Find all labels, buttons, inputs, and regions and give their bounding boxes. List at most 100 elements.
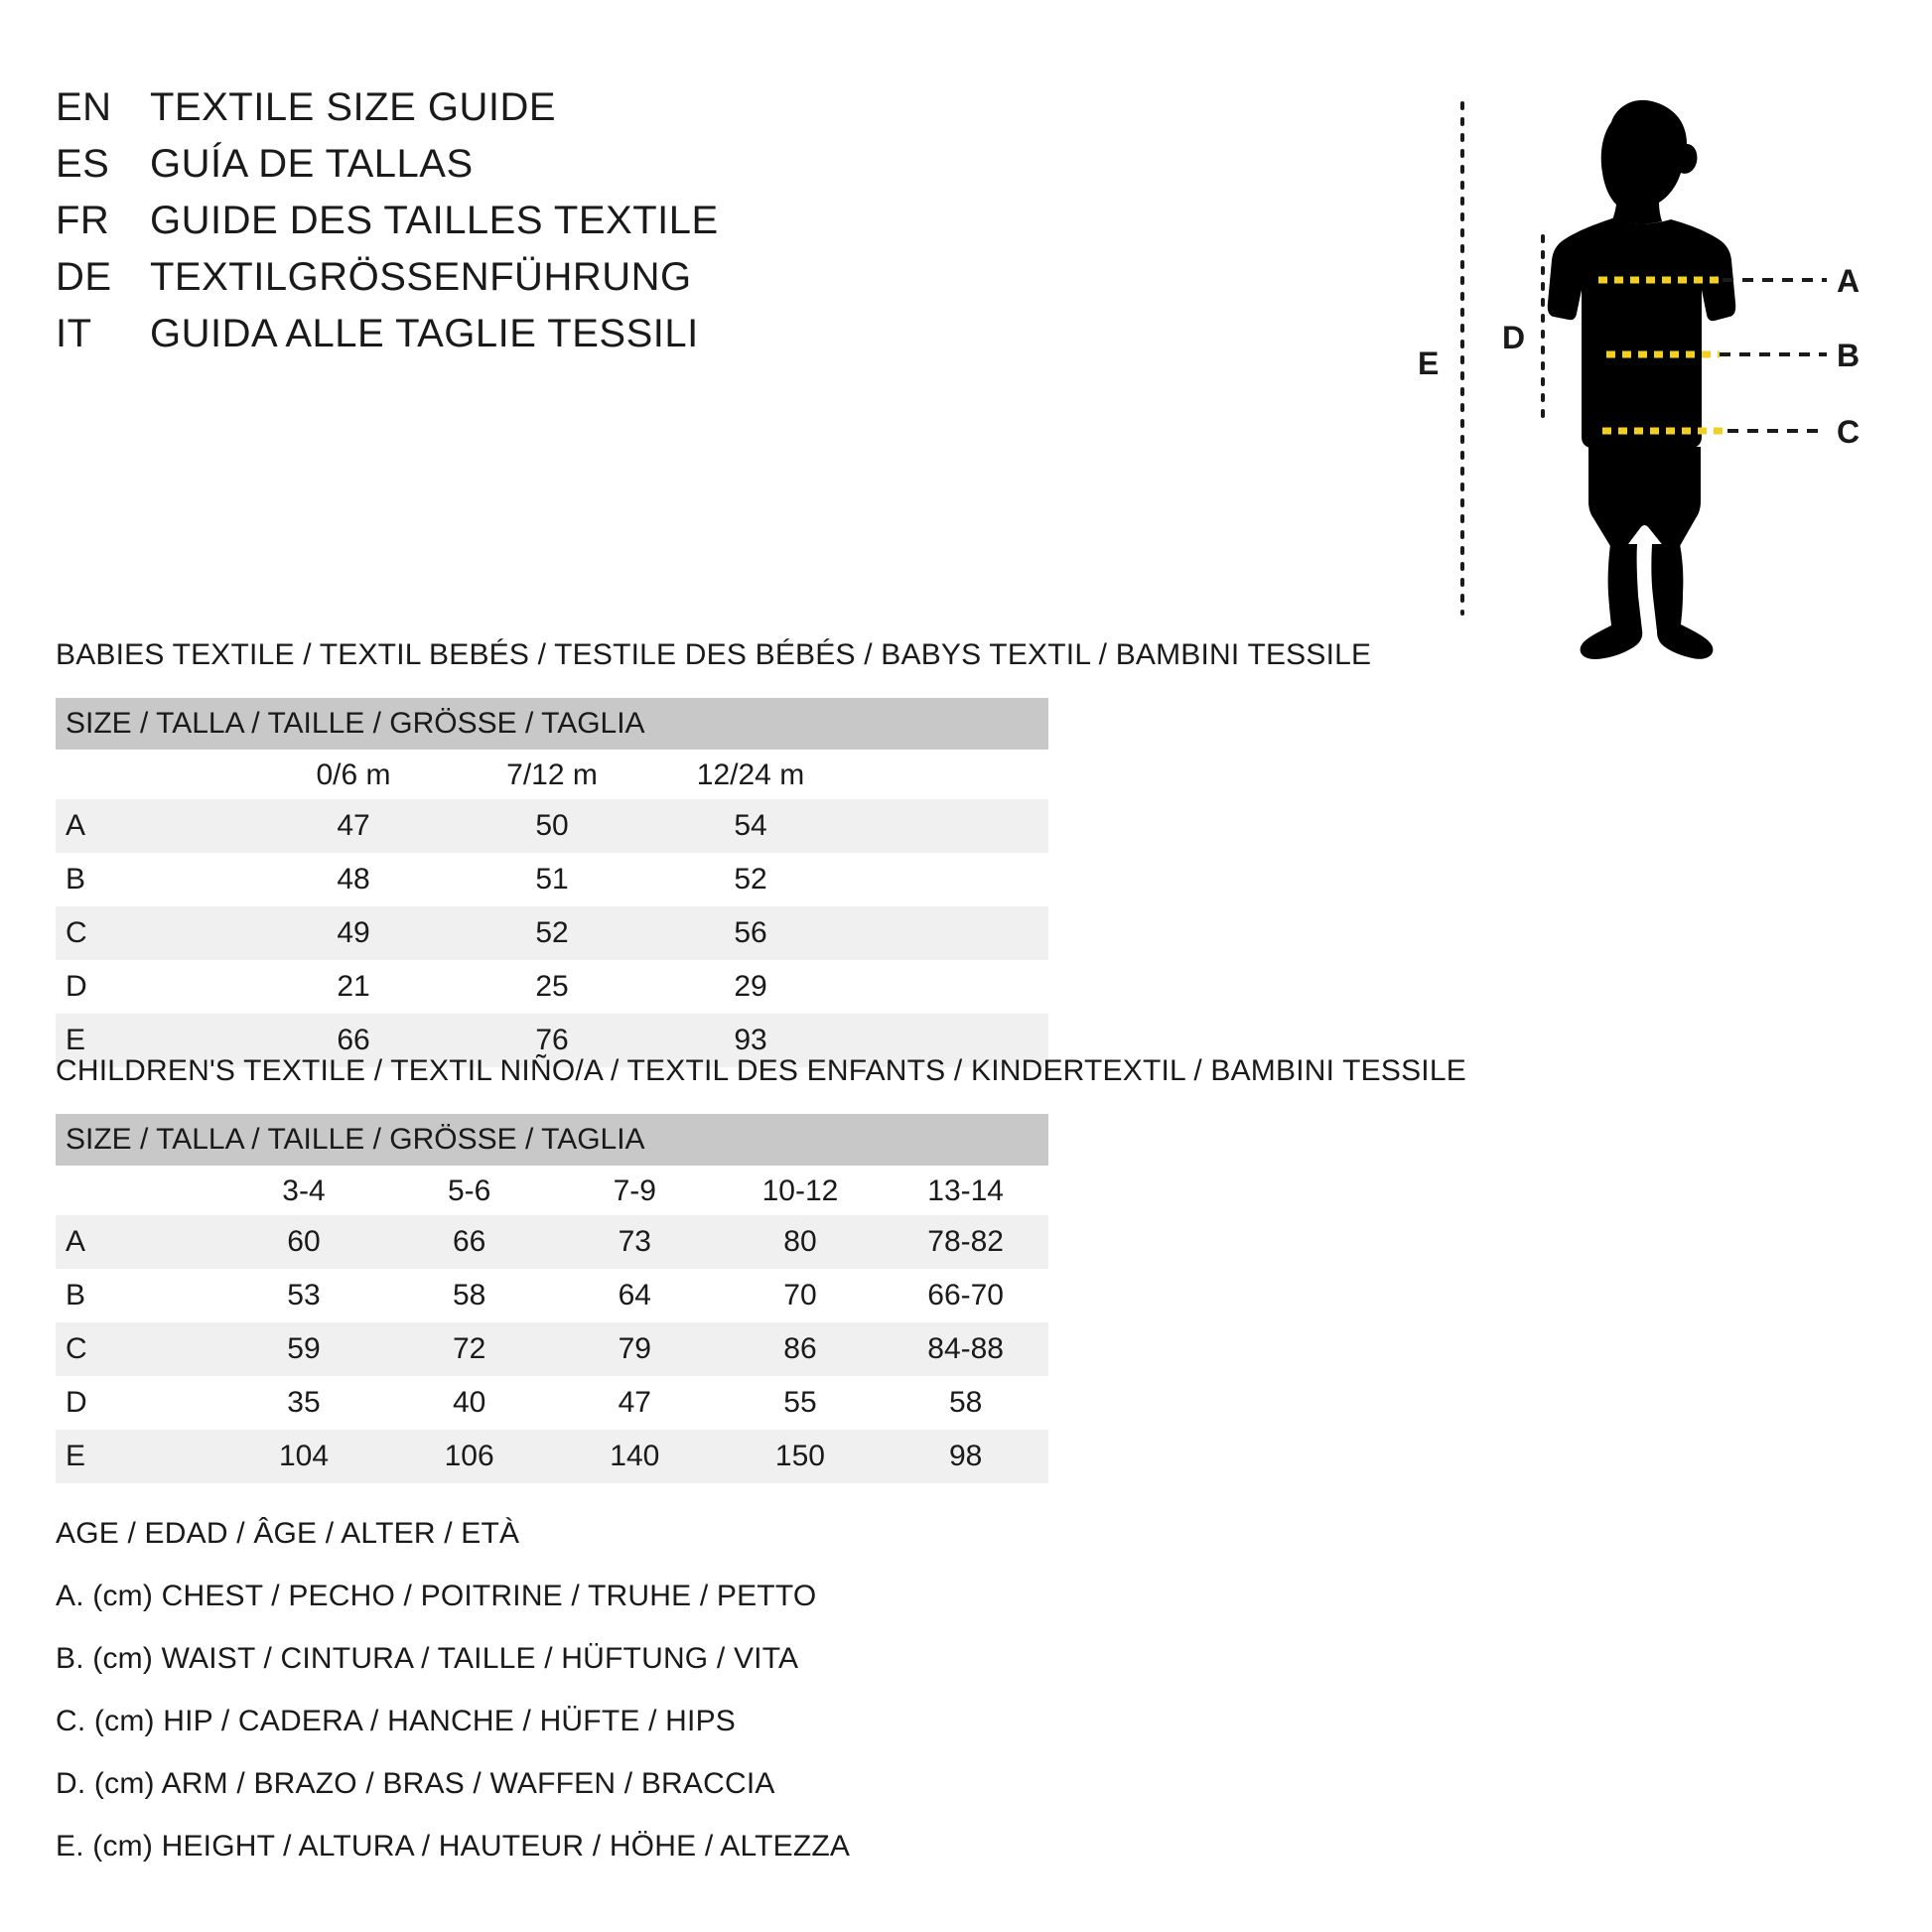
babies-cell-e-1: 76 bbox=[453, 1014, 651, 1067]
babies-row-label-b: B bbox=[66, 863, 86, 896]
measurement-figure: A B C D E bbox=[1390, 60, 1906, 675]
legend-line-b-waist: B. (cm) WAIST / CINTURA / TAILLE / HÜFTU… bbox=[56, 1642, 799, 1675]
children-cell-b-4: 66-70 bbox=[927, 1279, 1004, 1311]
children-size-band-label: SIZE / TALLA / TAILLE / GRÖSSE / TAGLIA bbox=[56, 1114, 1048, 1166]
table-row: E 66 76 93 bbox=[56, 1014, 1048, 1067]
children-cell-c-4: 84-88 bbox=[883, 1322, 1048, 1376]
babies-cell-b-2: 52 bbox=[734, 863, 767, 896]
babies-section-title: BABIES TEXTILE / TEXTIL BEBÉS / TESTILE … bbox=[56, 638, 1372, 671]
children-corner-cell bbox=[56, 1166, 221, 1215]
children-cell-e-1: 106 bbox=[386, 1430, 552, 1483]
child-silhouette-icon bbox=[1547, 99, 1736, 659]
language-row-fr: FR GUIDE DES TAILLES TEXTILE bbox=[56, 199, 1346, 255]
legend-line-age: AGE / EDAD / ÂGE / ALTER / ETÀ bbox=[56, 1517, 520, 1550]
children-cell-d-2: 47 bbox=[618, 1386, 651, 1419]
babies-filler-cell bbox=[850, 750, 1048, 799]
legend-line-a-chest: A. (cm) CHEST / PECHO / POITRINE / TRUHE… bbox=[56, 1580, 817, 1612]
language-row-es: ES GUÍA DE TALLAS bbox=[56, 142, 1346, 199]
figure-label-a: A bbox=[1837, 263, 1861, 299]
babies-row-label-a: A bbox=[56, 799, 254, 853]
babies-row-label-c: C bbox=[56, 906, 254, 960]
children-row-label-c: C bbox=[56, 1322, 221, 1376]
language-title-de: TEXTILGRÖSSENFÜHRUNG bbox=[150, 255, 692, 299]
babies-cell-b-0: 48 bbox=[337, 863, 370, 896]
table-row: D 35 40 47 55 58 bbox=[56, 1376, 1048, 1430]
children-col-header-3: 10-12 bbox=[717, 1166, 884, 1215]
babies-cell-c-0: 49 bbox=[254, 906, 453, 960]
babies-corner-cell bbox=[56, 750, 254, 799]
babies-col-header-1: 7/12 m bbox=[453, 750, 651, 799]
language-title-block: EN TEXTILE SIZE GUIDE ES GUÍA DE TALLAS … bbox=[56, 85, 1346, 368]
legend-line-d-arm: D. (cm) ARM / BRAZO / BRAS / WAFFEN / BR… bbox=[56, 1767, 775, 1800]
legend-line-c-hip: C. (cm) HIP / CADERA / HANCHE / HÜFTE / … bbox=[56, 1705, 736, 1737]
babies-row-c-filler bbox=[850, 906, 1048, 960]
language-code-en: EN bbox=[56, 85, 112, 129]
table-row: B 53 58 64 70 66-70 bbox=[56, 1269, 1048, 1322]
babies-row-b-filler bbox=[850, 853, 1048, 906]
children-cell-b-0: 53 bbox=[287, 1279, 321, 1311]
children-cell-a-0: 60 bbox=[220, 1215, 387, 1269]
babies-size-table: SIZE / TALLA / TAILLE / GRÖSSE / TAGLIA … bbox=[56, 698, 1048, 1067]
language-code-it: IT bbox=[56, 312, 92, 355]
table-row: C 49 52 56 bbox=[56, 906, 1048, 960]
children-cell-d-3: 55 bbox=[783, 1386, 817, 1419]
children-row-label-e: E bbox=[56, 1430, 221, 1483]
figure-label-c: C bbox=[1837, 414, 1861, 450]
children-cell-a-1: 66 bbox=[386, 1215, 552, 1269]
babies-col-header-0: 0/6 m bbox=[254, 750, 453, 799]
children-cell-b-2: 64 bbox=[618, 1279, 651, 1311]
table-row: B 48 51 52 bbox=[56, 853, 1048, 906]
babies-row-a-filler bbox=[850, 799, 1048, 853]
table-row: C 59 72 79 86 84-88 bbox=[56, 1322, 1048, 1376]
table-row: A 60 66 73 80 78-82 bbox=[56, 1215, 1048, 1269]
children-cell-b-1: 58 bbox=[452, 1279, 486, 1311]
babies-cell-d-0: 21 bbox=[337, 970, 370, 1003]
babies-row-e-filler bbox=[850, 1014, 1048, 1067]
table-row: D 21 25 29 bbox=[56, 960, 1048, 1014]
language-title-fr: GUIDE DES TAILLES TEXTILE bbox=[150, 199, 719, 242]
babies-cell-c-1: 52 bbox=[453, 906, 651, 960]
children-cell-a-3: 80 bbox=[717, 1215, 884, 1269]
babies-cell-e-0: 66 bbox=[254, 1014, 453, 1067]
language-row-de: DE TEXTILGRÖSSENFÜHRUNG bbox=[56, 255, 1346, 312]
babies-cell-a-1: 50 bbox=[453, 799, 651, 853]
table-row: E 104 106 140 150 98 bbox=[56, 1430, 1048, 1483]
children-col-header-2: 7-9 bbox=[551, 1166, 718, 1215]
language-row-it: IT GUIDA ALLE TAGLIE TESSILI bbox=[56, 312, 1346, 368]
children-cell-c-0: 59 bbox=[220, 1322, 387, 1376]
children-cell-a-4: 78-82 bbox=[883, 1215, 1048, 1269]
language-title-en: TEXTILE SIZE GUIDE bbox=[150, 85, 557, 129]
children-col-header-1: 5-6 bbox=[386, 1166, 552, 1215]
legend-line-e-height: E. (cm) HEIGHT / ALTURA / HAUTEUR / HÖHE… bbox=[56, 1830, 851, 1863]
children-size-band-row: SIZE / TALLA / TAILLE / GRÖSSE / TAGLIA bbox=[56, 1114, 1048, 1166]
babies-cell-e-2: 93 bbox=[651, 1014, 850, 1067]
figure-label-b: B bbox=[1837, 338, 1861, 373]
children-size-table: SIZE / TALLA / TAILLE / GRÖSSE / TAGLIA … bbox=[56, 1114, 1048, 1483]
babies-column-header-row: 0/6 m 7/12 m 12/24 m bbox=[56, 750, 1048, 799]
children-col-header-4: 13-14 bbox=[883, 1166, 1048, 1215]
children-row-label-b: B bbox=[66, 1279, 86, 1311]
children-col-header-0: 3-4 bbox=[220, 1166, 387, 1215]
language-row-en: EN TEXTILE SIZE GUIDE bbox=[56, 85, 1346, 142]
children-cell-e-2: 140 bbox=[551, 1430, 718, 1483]
children-cell-c-2: 79 bbox=[551, 1322, 718, 1376]
language-code-es: ES bbox=[56, 142, 110, 186]
babies-row-d-filler bbox=[850, 960, 1048, 1014]
babies-size-band-row: SIZE / TALLA / TAILLE / GRÖSSE / TAGLIA bbox=[56, 698, 1048, 750]
children-cell-e-0: 104 bbox=[220, 1430, 387, 1483]
babies-col-header-2: 12/24 m bbox=[651, 750, 850, 799]
children-column-header-row: 3-4 5-6 7-9 10-12 13-14 bbox=[56, 1166, 1048, 1215]
babies-cell-d-2: 29 bbox=[734, 970, 767, 1003]
babies-cell-a-2: 54 bbox=[651, 799, 850, 853]
children-row-label-a: A bbox=[56, 1215, 221, 1269]
children-cell-e-3: 150 bbox=[717, 1430, 884, 1483]
children-row-label-d: D bbox=[66, 1386, 87, 1419]
language-title-es: GUÍA DE TALLAS bbox=[150, 142, 474, 186]
babies-cell-c-2: 56 bbox=[651, 906, 850, 960]
children-cell-c-3: 86 bbox=[717, 1322, 884, 1376]
children-cell-d-4: 58 bbox=[948, 1386, 983, 1419]
children-section-title: CHILDREN'S TEXTILE / TEXTIL NIÑO/A / TEX… bbox=[56, 1054, 1466, 1087]
children-cell-b-3: 70 bbox=[783, 1279, 817, 1311]
babies-cell-a-0: 47 bbox=[254, 799, 453, 853]
children-cell-a-2: 73 bbox=[551, 1215, 718, 1269]
